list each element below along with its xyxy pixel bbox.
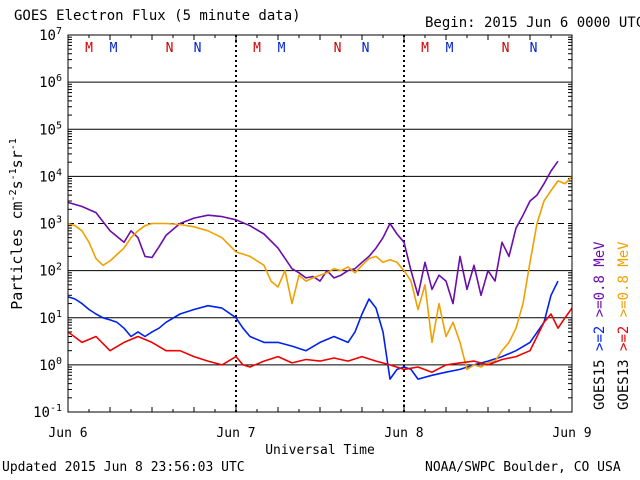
y-tick-label-6: 105 bbox=[39, 120, 62, 138]
y-tick-label-5: 104 bbox=[39, 167, 62, 185]
y-axis-label: Particles cm-2s-1sr-1 bbox=[8, 138, 26, 310]
grid-lines bbox=[68, 34, 572, 413]
series-line-3 bbox=[67, 307, 573, 374]
marker-N-3: N bbox=[194, 41, 202, 56]
y-tick-labels: 10-1 100 101 102 103 104 105 106 107 bbox=[33, 26, 62, 421]
marker-M-0: M bbox=[85, 41, 93, 56]
x-tick-labels: Jun 6 Jun 7 Jun 8 Jun 9 bbox=[48, 426, 591, 441]
series-line-1 bbox=[67, 280, 559, 380]
marker-M-8: M bbox=[421, 41, 429, 56]
x-tick-label-2: Jun 8 bbox=[384, 426, 423, 441]
x-tick-label-0: Jun 6 bbox=[48, 426, 87, 441]
marker-N-7: N bbox=[362, 41, 370, 56]
y-tick-label-3: 102 bbox=[39, 262, 62, 280]
series-line-0 bbox=[67, 160, 559, 305]
x-axis-label: Universal Time bbox=[265, 443, 375, 458]
updated-time: Updated 2015 Jun 8 23:56:03 UTC bbox=[2, 460, 245, 475]
credit: NOAA/SWPC Boulder, CO USA bbox=[425, 460, 621, 475]
y-tick-label-1: 100 bbox=[39, 356, 62, 374]
marker-M-5: M bbox=[278, 41, 286, 56]
series-line-2 bbox=[67, 175, 573, 371]
marker-N-11: N bbox=[530, 41, 538, 56]
y-tick-label-2: 101 bbox=[39, 309, 62, 327]
series-group bbox=[67, 160, 573, 380]
y-tick-label-0: 10-1 bbox=[33, 403, 62, 421]
legend-goes13: GOES13 >=2 >=0.8 MeV bbox=[616, 241, 632, 410]
x-tick-label-1: Jun 7 bbox=[216, 426, 255, 441]
chart-title: GOES Electron Flux (5 minute data) bbox=[14, 8, 301, 24]
y-tick-label-7: 106 bbox=[39, 73, 62, 91]
marker-N-2: N bbox=[166, 41, 174, 56]
legend: GOES15 >=2 >=0.8 MeV GOES13 >=2 >=0.8 Me… bbox=[592, 241, 632, 410]
marker-N-6: N bbox=[334, 41, 342, 56]
begin-time: Begin: 2015 Jun 6 0000 UTC bbox=[425, 15, 640, 31]
x-tick-label-3: Jun 9 bbox=[552, 426, 591, 441]
y-tick-label-8: 107 bbox=[39, 26, 62, 44]
marker-M-9: M bbox=[446, 41, 454, 56]
marker-M-4: M bbox=[253, 41, 261, 56]
marker-N-10: N bbox=[502, 41, 510, 56]
y-tick-label-4: 103 bbox=[39, 215, 62, 233]
marker-M-1: M bbox=[110, 41, 118, 56]
legend-goes15: GOES15 >=2 >=0.8 MeV bbox=[592, 241, 608, 410]
plot-frame bbox=[67, 34, 573, 413]
